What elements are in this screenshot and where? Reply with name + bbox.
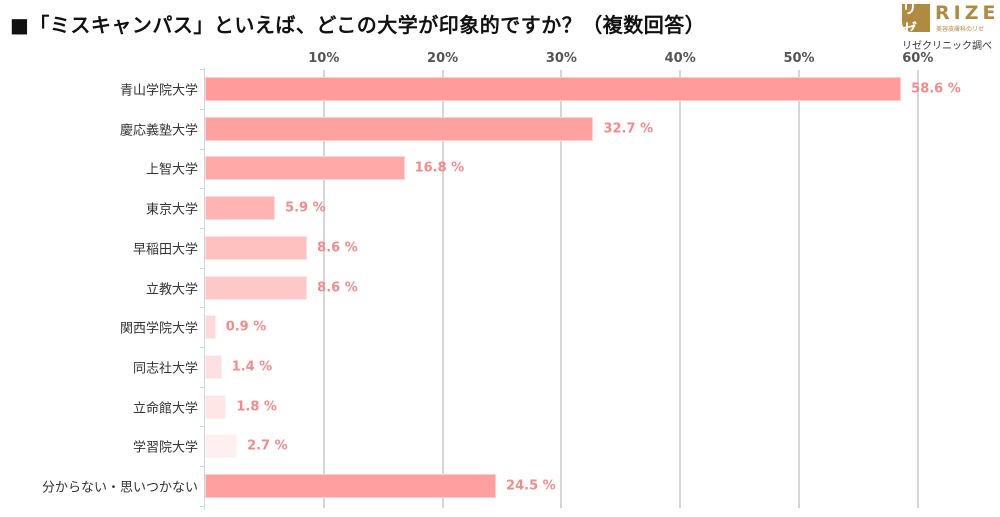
- y-tick: [200, 466, 205, 467]
- bar: [205, 235, 308, 260]
- category-label: 分からない・思いつかない: [41, 480, 198, 496]
- y-tick: [200, 307, 205, 308]
- logo-wordmark: RIZE: [935, 2, 1000, 24]
- category-label: 青山学院大学: [119, 83, 198, 99]
- y-tick: [200, 387, 205, 388]
- y-tick: [200, 426, 205, 427]
- y-axis: [204, 68, 205, 510]
- source-credit: リゼクリニック調べ: [902, 41, 992, 52]
- x-tick-label: 20%: [427, 51, 459, 66]
- y-tick: [200, 149, 205, 150]
- value-label: 1.8 %: [236, 399, 277, 415]
- gridline: [916, 70, 919, 508]
- logo-subtitle: 美容皮膚科のリゼ: [936, 26, 985, 33]
- x-tick-label: 40%: [664, 51, 696, 66]
- y-tick: [200, 347, 205, 348]
- x-tick-label: 50%: [783, 51, 815, 66]
- y-tick: [200, 69, 205, 70]
- value-label: 58.6 %: [911, 81, 961, 97]
- bar: [205, 116, 594, 141]
- value-label: 0.9 %: [225, 319, 267, 335]
- x-tick-label: 30%: [545, 51, 577, 66]
- value-label: 2.7 %: [247, 438, 288, 454]
- category-label: 立命館大学: [132, 401, 198, 417]
- category-label: 東京大学: [145, 202, 198, 218]
- y-tick: [200, 188, 205, 189]
- gridline: [560, 70, 563, 508]
- value-label: 8.6 %: [317, 280, 358, 295]
- gridline: [798, 70, 800, 508]
- x-tick-label: 10%: [308, 51, 340, 66]
- gridline: [441, 70, 444, 508]
- y-tick: [200, 506, 205, 507]
- page-title: ■「ミスキャンパス」といえば、どこの大学が印象的ですか？（複数回答）: [10, 13, 706, 37]
- bar: [205, 394, 227, 419]
- value-label: 24.5 %: [506, 478, 556, 494]
- category-label: 上智大学: [145, 162, 198, 178]
- category-label: 関西学院大学: [119, 321, 198, 337]
- value-label: 32.7 %: [603, 121, 654, 137]
- category-label: 同志社大学: [132, 361, 198, 377]
- value-label: 1.4 %: [231, 359, 273, 375]
- bar: [205, 275, 308, 300]
- y-tick: [200, 268, 205, 269]
- category-label: 学習院大学: [132, 440, 198, 456]
- bar: [205, 77, 902, 101]
- gridline: [679, 70, 682, 508]
- bar: [205, 354, 222, 379]
- category-label: 立教大学: [145, 282, 198, 297]
- value-label: 8.6 %: [317, 240, 358, 256]
- category-label: 慶応義塾大学: [119, 123, 198, 139]
- bar: [205, 315, 216, 340]
- value-label: 16.8 %: [414, 160, 465, 176]
- bar: [205, 196, 276, 221]
- x-tick-label: 60%: [902, 51, 934, 66]
- y-tick: [200, 228, 205, 229]
- gridline: [322, 70, 325, 508]
- bar: [205, 434, 238, 459]
- value-label: 5.9 %: [285, 200, 326, 216]
- bar: [205, 474, 497, 498]
- bar: [205, 156, 405, 181]
- category-label: 早稲田大学: [132, 242, 198, 258]
- brand-logo: リゼ RIZE 美容皮膚科のリゼ リゼクリニック調べ: [902, 0, 1000, 54]
- y-tick: [200, 109, 205, 110]
